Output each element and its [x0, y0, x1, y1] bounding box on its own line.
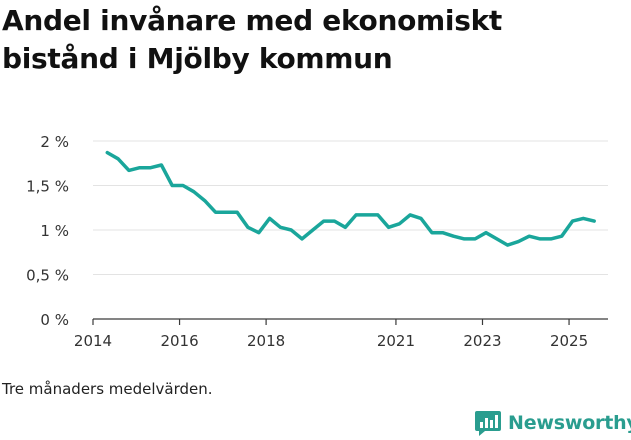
- chart-title: Andel invånare med ekonomiskt bistånd i …: [2, 4, 503, 75]
- data-point-0-34[interactable]: [470, 234, 480, 244]
- series: [102, 148, 599, 250]
- data-point-0-3[interactable]: [135, 163, 145, 173]
- y-tick-label-1: 0,5 %: [26, 267, 69, 285]
- data-point-0-4[interactable]: [146, 163, 156, 173]
- data-point-0-1[interactable]: [113, 154, 123, 164]
- data-point-0-5[interactable]: [156, 160, 166, 170]
- data-point-0-13[interactable]: [243, 222, 253, 232]
- data-point-0-26[interactable]: [384, 222, 394, 232]
- data-point-0-17[interactable]: [286, 225, 296, 235]
- data-point-0-2[interactable]: [124, 165, 134, 175]
- data-point-0-35[interactable]: [481, 228, 491, 238]
- y-tick-label-4: 2 %: [40, 133, 69, 151]
- data-point-0-41[interactable]: [546, 234, 556, 244]
- data-point-0-14[interactable]: [254, 228, 264, 238]
- newsworthy-logo[interactable]: Newsworthy: [474, 406, 631, 440]
- data-point-0-15[interactable]: [265, 213, 275, 223]
- chart-footnote: Tre månaders medelvärden.: [2, 380, 213, 398]
- data-point-0-43[interactable]: [568, 216, 578, 226]
- data-point-0-28[interactable]: [405, 210, 415, 220]
- data-point-0-16[interactable]: [275, 222, 285, 232]
- data-point-0-20[interactable]: [319, 216, 329, 226]
- data-point-0-30[interactable]: [427, 228, 437, 238]
- data-point-0-27[interactable]: [394, 219, 404, 229]
- data-point-0-19[interactable]: [308, 225, 318, 235]
- data-point-0-29[interactable]: [416, 213, 426, 223]
- data-point-0-8[interactable]: [189, 187, 199, 197]
- data-point-0-38[interactable]: [513, 237, 523, 247]
- gridlines: [93, 140, 608, 320]
- data-point-0-25[interactable]: [373, 210, 383, 220]
- x-tick-label-5: 2025: [550, 332, 588, 350]
- x-tick-label-0: 2014: [74, 332, 112, 350]
- data-point-0-12[interactable]: [232, 207, 242, 217]
- data-point-0-33[interactable]: [459, 234, 469, 244]
- data-point-0-11[interactable]: [221, 207, 231, 217]
- y-tick-label-3: 1,5 %: [26, 178, 69, 196]
- data-point-0-37[interactable]: [503, 240, 513, 250]
- data-point-0-31[interactable]: [438, 228, 448, 238]
- data-point-0-40[interactable]: [535, 234, 545, 244]
- data-point-0-10[interactable]: [211, 207, 221, 217]
- data-point-0-45[interactable]: [589, 216, 599, 226]
- data-point-0-22[interactable]: [340, 222, 350, 232]
- data-point-0-32[interactable]: [449, 231, 459, 241]
- data-point-0-39[interactable]: [524, 231, 534, 241]
- data-point-0-9[interactable]: [200, 196, 210, 206]
- newsworthy-logo-text: Newsworthy: [508, 412, 631, 434]
- newsworthy-logo-icon: [475, 411, 501, 436]
- x-tick-label-1: 2016: [160, 332, 198, 350]
- data-point-0-36[interactable]: [492, 234, 502, 244]
- data-point-0-42[interactable]: [557, 231, 567, 241]
- y-tick-label-0: 0 %: [40, 311, 69, 329]
- data-point-0-21[interactable]: [330, 216, 340, 226]
- data-point-0-23[interactable]: [351, 210, 361, 220]
- data-point-0-18[interactable]: [297, 234, 307, 244]
- y-tick-label-2: 1 %: [40, 222, 69, 240]
- data-point-0-7[interactable]: [178, 181, 188, 191]
- data-point-0-6[interactable]: [167, 181, 177, 191]
- series-line-0: [105, 150, 596, 247]
- x-tick-label-2: 2018: [247, 332, 285, 350]
- data-point-0-24[interactable]: [362, 210, 372, 220]
- x-tick-label-3: 2021: [377, 332, 415, 350]
- data-point-0-44[interactable]: [578, 213, 588, 223]
- x-tick-label-4: 2023: [463, 332, 501, 350]
- axes: 0 % 0,5 % 1 % 1,5 % 2 % 2014 2016 2018 2021 2023 2…: [26, 133, 588, 350]
- data-point-0-0[interactable]: [102, 148, 112, 158]
